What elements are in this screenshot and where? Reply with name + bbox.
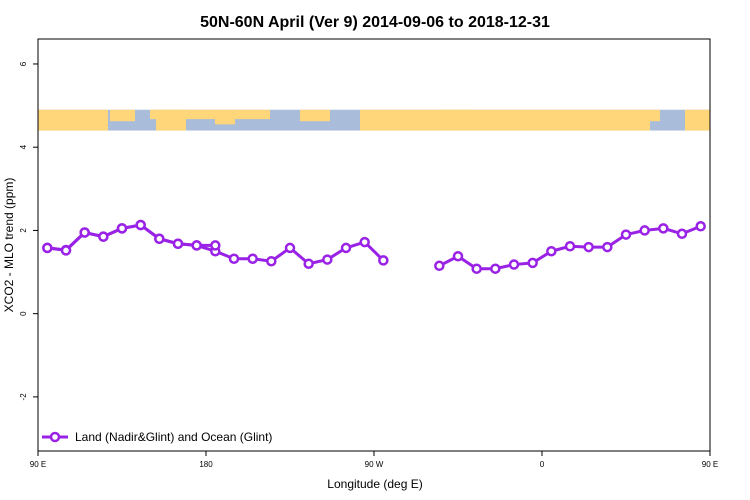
- data-point: [658, 223, 669, 234]
- data-point: [172, 238, 184, 250]
- map-land: [38, 109, 108, 131]
- data-point: [42, 242, 53, 254]
- plot-frame: [37, 38, 711, 452]
- legend: Land (Nadir&Glint) and Ocean (Glint): [42, 430, 272, 444]
- map-land: [580, 109, 650, 131]
- x-tick-label: 90 E: [30, 460, 46, 469]
- y-axis-label: XCO2 - MLO trend (ppm): [2, 178, 16, 313]
- data-point: [546, 245, 557, 257]
- map-land: [460, 109, 580, 131]
- x-tick-label: 90 E: [702, 460, 718, 469]
- map-land: [156, 109, 186, 131]
- y-tick-label: -2: [19, 393, 28, 401]
- x-tick-label: 90 W: [365, 460, 384, 469]
- x-tick-label: 180: [199, 460, 213, 469]
- data-point: [98, 231, 109, 242]
- data-point: [471, 263, 482, 274]
- data-point: [639, 225, 650, 236]
- map-land: [650, 109, 660, 122]
- map-land: [685, 109, 710, 131]
- map-land: [440, 109, 470, 121]
- data-point: [116, 223, 128, 234]
- data-point: [359, 236, 370, 248]
- data-point: [322, 254, 333, 265]
- data-point: [228, 253, 240, 264]
- data-point: [602, 241, 613, 253]
- y-tick-label: 4: [19, 144, 28, 149]
- data-point: [154, 233, 165, 245]
- data-point: [340, 242, 352, 254]
- map-land: [150, 109, 270, 120]
- data-point: [452, 250, 464, 262]
- data-point: [210, 240, 221, 251]
- data-point: [695, 221, 706, 232]
- data-point: [434, 260, 445, 272]
- data-point: [79, 227, 90, 238]
- data-point: [284, 242, 296, 254]
- data-point: [247, 253, 258, 264]
- data-point: [508, 259, 520, 270]
- world-map-strip: [38, 109, 710, 131]
- data-point: [676, 228, 688, 240]
- x-tick-label: 0: [540, 460, 545, 469]
- data-point: [527, 257, 538, 269]
- legend-label: Land (Nadir&Glint) and Ocean (Glint): [75, 430, 272, 444]
- data-point: [191, 240, 202, 251]
- data-point: [303, 258, 314, 269]
- map-land: [215, 117, 235, 125]
- legend-marker: [49, 431, 61, 443]
- y-tick-label: 6: [19, 61, 28, 66]
- y-tick-label: 2: [19, 228, 28, 233]
- map-land: [110, 109, 135, 122]
- x-axis-label: Longitude (deg E): [327, 477, 422, 491]
- data-point: [564, 240, 576, 252]
- data-point: [378, 255, 389, 266]
- y-axis: -2 0 2 4 6: [19, 61, 38, 400]
- x-axis: 90 E 180 90 W 0 90 E: [30, 451, 718, 469]
- map-land: [360, 109, 460, 131]
- y-tick-label: 0: [19, 311, 28, 316]
- data-point: [583, 241, 594, 253]
- map-land: [300, 109, 330, 122]
- series-line: [47, 223, 216, 252]
- series-layer: [42, 219, 706, 274]
- chart-title: 50N-60N April (Ver 9) 2014-09-06 to 2018…: [200, 14, 550, 31]
- data-point: [60, 245, 72, 256]
- data-point: [266, 255, 277, 267]
- data-point: [135, 219, 146, 231]
- data-point: [620, 229, 632, 240]
- data-point: [490, 263, 501, 274]
